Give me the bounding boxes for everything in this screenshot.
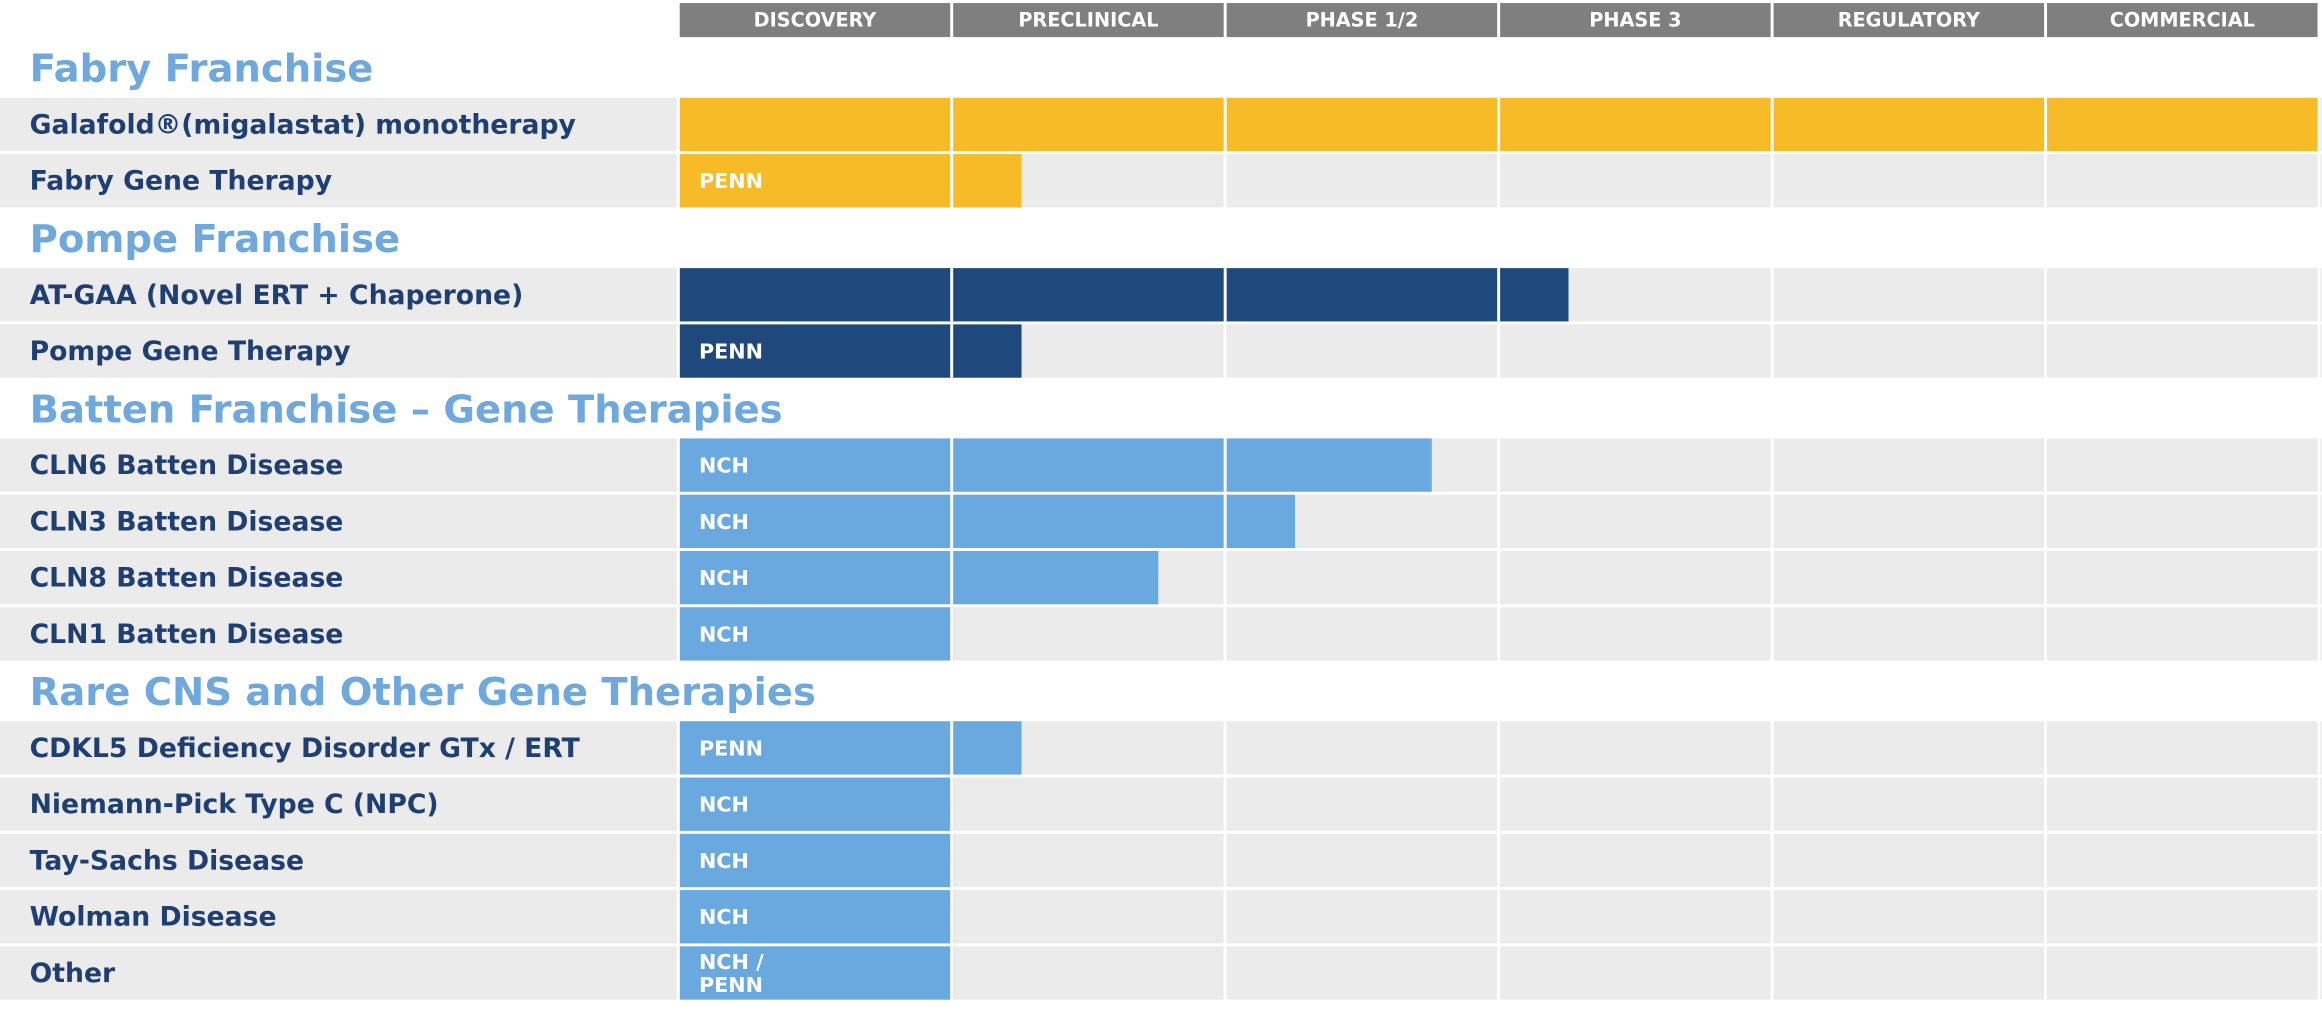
row-bg <box>0 946 2322 1000</box>
header-cell <box>2047 3 2318 38</box>
partner-label: NCH <box>699 622 749 646</box>
section-title: Pompe Franchise <box>30 217 401 262</box>
partner-label: NCH / PENN <box>699 950 764 997</box>
partner-label: NCH <box>699 849 749 873</box>
header-cell <box>1500 3 1771 38</box>
program-name: Tay-Sachs Disease <box>30 845 304 876</box>
partner-label: NCH <box>699 793 749 817</box>
header-cell <box>1226 3 1498 38</box>
row-bg <box>0 324 2322 378</box>
phase-label: COMMERCIAL <box>2110 8 2255 31</box>
section-title: Rare CNS and Other Gene Therapies <box>30 670 816 715</box>
program-name: Fabry Gene Therapy <box>30 166 332 197</box>
progress-bar <box>679 494 1296 549</box>
row-bg <box>0 154 2322 208</box>
partner-label: PENN <box>699 340 763 364</box>
phase-label: DISCOVERY <box>754 8 878 31</box>
program-name: Other <box>30 958 116 989</box>
row-bg <box>0 607 2322 661</box>
program-name: CLN8 Batten Disease <box>30 563 344 594</box>
phase-label: PRECLINICAL <box>1018 8 1158 31</box>
header-cell <box>1773 3 2045 38</box>
row-bg <box>0 833 2322 888</box>
progress-bar <box>679 438 1432 492</box>
program-name: CLN3 Batten Disease <box>30 506 344 537</box>
row-bg <box>0 550 2322 605</box>
progress-bar <box>679 721 1022 775</box>
header-cell <box>679 3 951 38</box>
row-bg <box>0 890 2322 944</box>
program-name: CLN1 Batten Disease <box>30 619 344 650</box>
section-title: Batten Franchise – Gene Therapies <box>30 387 783 432</box>
partner-label: NCH <box>699 454 749 478</box>
partner-label: PENN <box>699 736 763 760</box>
phase-label: PHASE 3 <box>1589 8 1681 31</box>
progress-bar <box>679 946 954 1000</box>
phase-label: REGULATORY <box>1838 8 1981 31</box>
progress-bar <box>679 890 954 944</box>
partner-label: NCH <box>699 905 749 929</box>
row-bg <box>0 777 2322 831</box>
progress-bar <box>679 324 1022 378</box>
phase-label: PHASE 1/2 <box>1306 8 1419 31</box>
progress-bar <box>679 607 954 661</box>
header-cell <box>953 3 1224 38</box>
program-name: Wolman Disease <box>30 902 277 933</box>
progress-bar <box>679 154 1022 208</box>
row-bg <box>0 721 2322 775</box>
progress-bar <box>679 550 1159 605</box>
program-name: Niemann-Pick Type C (NPC) <box>30 789 439 820</box>
partner-label: NCH <box>699 566 749 590</box>
partner-label: PENN <box>699 169 763 193</box>
section-title: Fabry Franchise <box>30 47 374 92</box>
program-name: CLN6 Batten Disease <box>30 450 344 481</box>
partner-label: NCH <box>699 510 749 534</box>
program-name: Pompe Gene Therapy <box>30 336 351 367</box>
progress-bar <box>679 777 954 831</box>
progress-bar <box>679 833 954 888</box>
program-name: Galafold®(migalastat) monotherapy <box>30 109 576 140</box>
program-name: AT-GAA (Novel ERT + Chaperone) <box>30 280 524 311</box>
program-name: CDKL5 Deficiency Disorder GTx / ERT <box>30 733 581 764</box>
progress-bar <box>679 268 1569 322</box>
